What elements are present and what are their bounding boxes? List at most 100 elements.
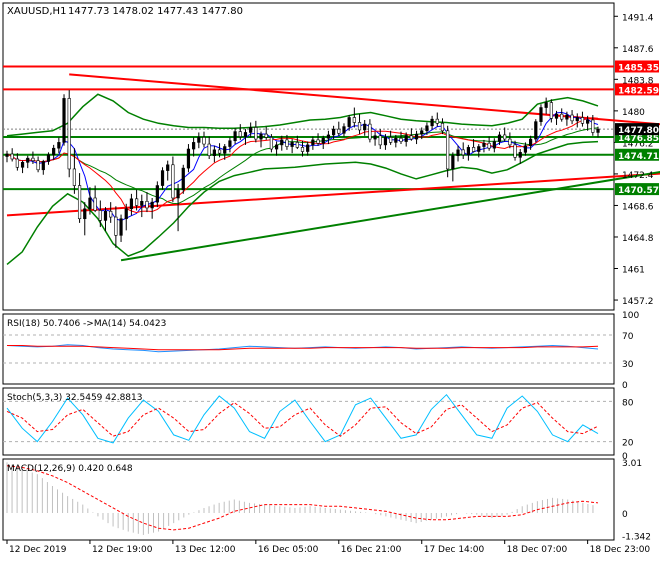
x-tick-label: 18 Dec 23:00 <box>590 545 651 555</box>
candle-body <box>274 144 279 150</box>
candle-body <box>554 113 559 119</box>
indicator-title: RSI(18) 50.7406 ->MA(14) 54.0423 <box>7 319 166 329</box>
candle-body <box>243 132 248 137</box>
candle-body <box>497 134 502 142</box>
candle-body <box>160 170 165 186</box>
candle-body <box>202 137 206 145</box>
candle-body <box>357 122 362 131</box>
ohlc-readout: 1477.73 1478.02 1477.43 1477.80 <box>68 6 243 17</box>
candle-body <box>145 201 149 209</box>
y-tick-label: 1491.4 <box>622 13 654 23</box>
indicator-y-tick: 70 <box>622 332 634 342</box>
candle-body <box>52 147 56 156</box>
x-tick-label: 12 Dec 2019 <box>9 545 67 555</box>
candle-body <box>503 134 507 140</box>
macd-y-tick: -1.342 <box>622 533 651 543</box>
candle-body <box>26 157 30 163</box>
candle-body <box>238 131 242 137</box>
candle-body <box>378 135 382 146</box>
candle-body <box>363 123 367 131</box>
candle-body <box>316 139 320 144</box>
candle-body <box>482 142 486 147</box>
level-price-label: 1474.71 <box>618 152 659 162</box>
candle-body <box>217 149 222 154</box>
candle-body <box>207 143 211 156</box>
candle-body <box>254 127 258 140</box>
candle-body <box>342 126 346 134</box>
bollinger-upper-band <box>6 93 599 137</box>
x-tick-label: 17 Dec 14:00 <box>424 545 485 555</box>
candle-body <box>269 137 273 150</box>
candle-body <box>41 161 45 171</box>
candle-body <box>565 114 569 120</box>
indicator-title: Stoch(5,3,3) 32.5459 42.8813 <box>7 393 142 403</box>
candle-body <box>295 142 299 148</box>
candle-body <box>347 117 351 127</box>
macd-y-tick: 3.01 <box>622 459 642 469</box>
candle-body <box>534 121 538 140</box>
y-tick-label: 1461 <box>622 266 645 276</box>
indicator-y-tick: 0 <box>622 381 628 391</box>
candle-body <box>471 147 476 152</box>
candle-body <box>285 139 289 147</box>
candle-body <box>83 208 87 220</box>
pane-frame-3 <box>2 458 615 541</box>
level-price-tag <box>615 60 659 73</box>
candle-body <box>114 216 118 236</box>
candle-body <box>57 142 61 149</box>
candle-body <box>166 164 170 171</box>
candle-body <box>259 133 263 140</box>
candle-body <box>446 130 450 170</box>
candle-body <box>212 149 216 156</box>
indicator-y-tick: 30 <box>622 360 634 370</box>
candle-body <box>36 160 40 171</box>
candle-body <box>233 131 237 142</box>
candle-body <box>103 210 108 221</box>
candle-body <box>98 210 102 221</box>
macd-signal-line <box>6 465 599 531</box>
candle-body <box>140 201 144 206</box>
y-tick-label: 1480 <box>622 108 645 118</box>
x-tick-label: 13 Dec 12:00 <box>175 545 236 555</box>
candle-body <box>186 148 191 169</box>
candle-body <box>492 141 496 149</box>
y-tick-label: 1468.6 <box>622 202 654 212</box>
candle-body <box>31 157 35 161</box>
candle-body <box>197 137 201 143</box>
macd-y-tick: 0 <box>622 510 628 520</box>
candle-body <box>150 201 154 209</box>
y-tick-label: 1472.4 <box>622 171 654 181</box>
candle-body <box>171 164 175 199</box>
indicator-y-tick: 20 <box>622 439 634 449</box>
candle-body <box>461 149 465 156</box>
candle-body <box>62 98 66 143</box>
candle-body <box>580 117 585 124</box>
candle-body <box>46 154 51 162</box>
y-tick-label: 1457.2 <box>622 297 654 307</box>
macd-title: MACD(12,26,9) 0.420 0.648 <box>7 464 133 474</box>
level-price-tag <box>615 183 659 196</box>
candle-body <box>529 138 533 147</box>
candle-body <box>373 135 377 140</box>
candle-body <box>513 144 517 158</box>
pane-frame-1 <box>2 313 615 385</box>
candle-body <box>404 135 408 142</box>
candle-body <box>223 146 227 154</box>
candle-body <box>176 189 180 199</box>
candle-body <box>409 135 413 140</box>
level-price-tag <box>615 83 659 96</box>
indicator-y-tick: 0 <box>622 452 628 462</box>
candle-body <box>15 158 19 168</box>
indicator-y-tick: 80 <box>622 398 634 408</box>
candle-body <box>544 102 548 108</box>
candle-body <box>135 198 139 206</box>
candle-body <box>368 123 372 140</box>
candle-body <box>249 127 253 133</box>
candle-body <box>124 208 128 220</box>
candle-body <box>430 118 434 127</box>
candle-body <box>570 114 574 122</box>
x-tick-label: 18 Dec 07:00 <box>507 545 568 555</box>
candle-body <box>155 185 159 203</box>
